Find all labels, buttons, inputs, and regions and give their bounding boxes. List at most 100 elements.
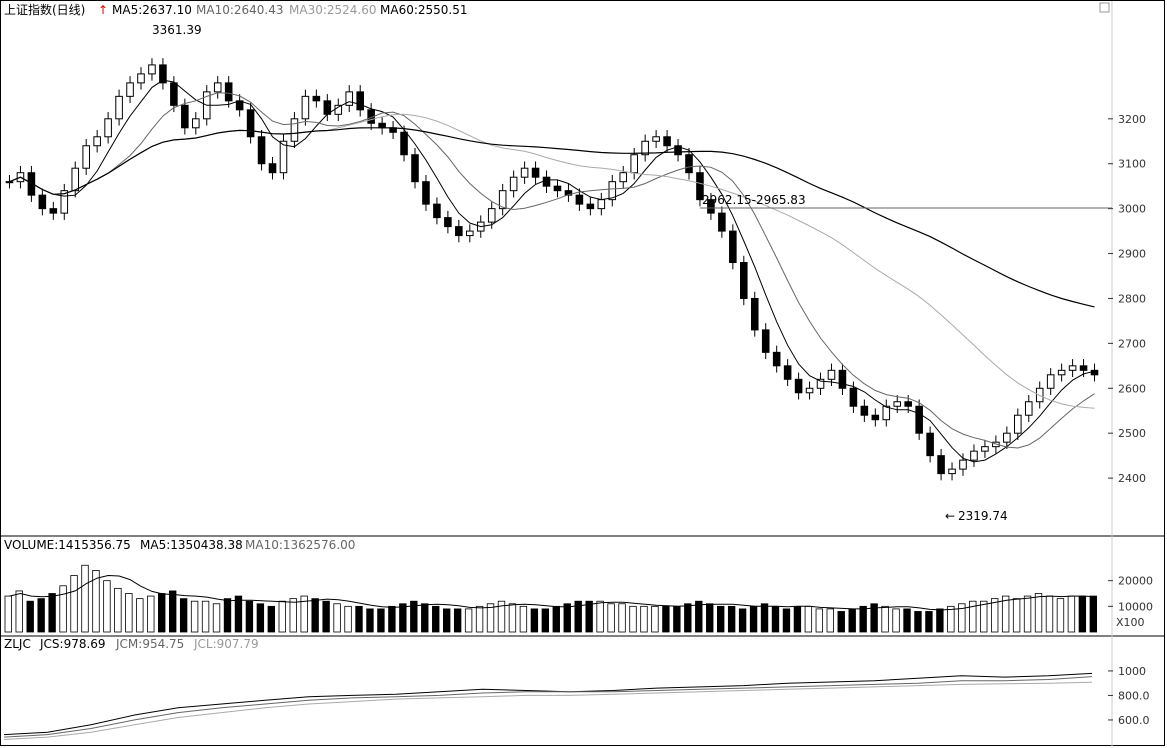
- volume-bar: [980, 600, 988, 633]
- window-toggle-icon[interactable]: [1099, 2, 1110, 13]
- volume-bar: [92, 570, 100, 633]
- price-candle: [959, 459, 967, 470]
- volume-bar: [651, 605, 659, 633]
- price-tick-label: 2900: [1118, 248, 1146, 261]
- price-candle: [71, 167, 80, 192]
- volume-bar: [695, 600, 703, 633]
- price-candle: [740, 262, 748, 299]
- price-candle: [509, 176, 518, 192]
- volume-bar: [125, 593, 133, 633]
- price-candle: [433, 203, 441, 219]
- volume-bar: [344, 605, 352, 633]
- volume-bar: [749, 605, 758, 633]
- ma30-label: MA30:2524.60: [289, 3, 377, 17]
- price-ma-line: [9, 127, 1095, 308]
- price-ma-line: [9, 113, 1095, 409]
- zljc-tick-label: 1000: [1118, 665, 1146, 678]
- price-candle: [1046, 374, 1055, 389]
- price-candle: [93, 136, 101, 147]
- price-tick-label: 2500: [1118, 427, 1146, 440]
- index-name: 上证指数(日线): [4, 2, 85, 17]
- volume-bar: [607, 603, 615, 633]
- volume-bar: [475, 605, 484, 633]
- volume-bar: [519, 605, 528, 633]
- volume-bar: [300, 595, 308, 633]
- price-candle: [312, 95, 321, 102]
- price-candle: [915, 405, 923, 434]
- volume-bar: [278, 600, 286, 633]
- ma10-label: MA10:2640.43: [196, 3, 284, 17]
- price-candle: [948, 468, 956, 475]
- volume-unit-label: X100: [1116, 616, 1145, 629]
- volume-bar: [158, 593, 166, 633]
- volume-bar: [464, 608, 473, 633]
- price-candle: [498, 190, 507, 210]
- volume-bar: [48, 593, 56, 633]
- volume-bar: [673, 605, 681, 633]
- price-candle: [213, 82, 222, 93]
- volume-bar: [256, 603, 265, 633]
- volume-bar: [925, 611, 933, 633]
- price-candle: [27, 172, 36, 196]
- jcl-label: JCL:907.79: [193, 637, 259, 651]
- price-candle: [663, 136, 671, 147]
- volume-bar: [530, 608, 539, 633]
- price-candle: [235, 100, 244, 111]
- volume-bar: [234, 595, 243, 633]
- volume-tick-label: 20000: [1118, 575, 1153, 588]
- volume-bar: [245, 600, 254, 633]
- low-arrow-icon: ←: [945, 509, 955, 523]
- volume-bar: [355, 605, 363, 633]
- price-candle: [181, 104, 189, 129]
- volume-bar: [442, 608, 451, 633]
- price-tick-label: 3200: [1118, 113, 1146, 126]
- price-candle: [970, 450, 978, 461]
- volume-bar: [541, 608, 550, 633]
- price-candle: [981, 446, 989, 452]
- price-candle: [750, 297, 759, 331]
- volume-bar: [991, 598, 999, 633]
- price-tick-label: 2800: [1118, 292, 1146, 305]
- volume-bar: [903, 608, 911, 633]
- volume-bar: [410, 600, 418, 633]
- volume-bar: [289, 598, 297, 633]
- volume-bar: [190, 600, 199, 633]
- price-candle: [192, 118, 200, 129]
- price-tick-label: 2600: [1118, 382, 1146, 395]
- volume-bar: [881, 605, 889, 633]
- price-candle: [783, 365, 792, 380]
- volume-bar: [738, 608, 747, 633]
- volume-bar: [421, 603, 429, 633]
- volume-bar: [453, 608, 462, 633]
- volume-bar: [388, 605, 396, 633]
- volume-bar: [958, 603, 966, 633]
- price-candle: [619, 172, 628, 183]
- price-candle: [268, 163, 277, 174]
- volume-bar: [15, 590, 23, 633]
- volume-bar: [837, 611, 845, 633]
- price-candle: [170, 82, 178, 106]
- price-candle: [60, 190, 69, 214]
- volume-bar: [147, 595, 155, 633]
- price-tick-label: 3100: [1118, 158, 1146, 171]
- volume-bar: [936, 608, 944, 633]
- price-ma-line: [9, 79, 1095, 463]
- volume-bar: [333, 603, 341, 633]
- price-candle: [827, 369, 836, 380]
- price-candle: [466, 230, 474, 237]
- price-candle: [520, 167, 529, 178]
- price-candle: [1003, 432, 1011, 443]
- price-candle: [1068, 365, 1077, 371]
- price-candle: [575, 194, 584, 205]
- zljc-panel: 600.0 800.0 1000: [3, 665, 1150, 740]
- volume-bar: [706, 603, 714, 633]
- price-candle: [893, 401, 902, 407]
- volume-bar: [947, 605, 955, 633]
- volume-ma10-label: MA10:1362576.00: [245, 538, 355, 552]
- price-candle: [38, 194, 47, 210]
- volume-bar: [684, 603, 692, 633]
- price-candle: [597, 199, 606, 210]
- volume-bar: [574, 600, 582, 633]
- price-candle: [849, 387, 858, 407]
